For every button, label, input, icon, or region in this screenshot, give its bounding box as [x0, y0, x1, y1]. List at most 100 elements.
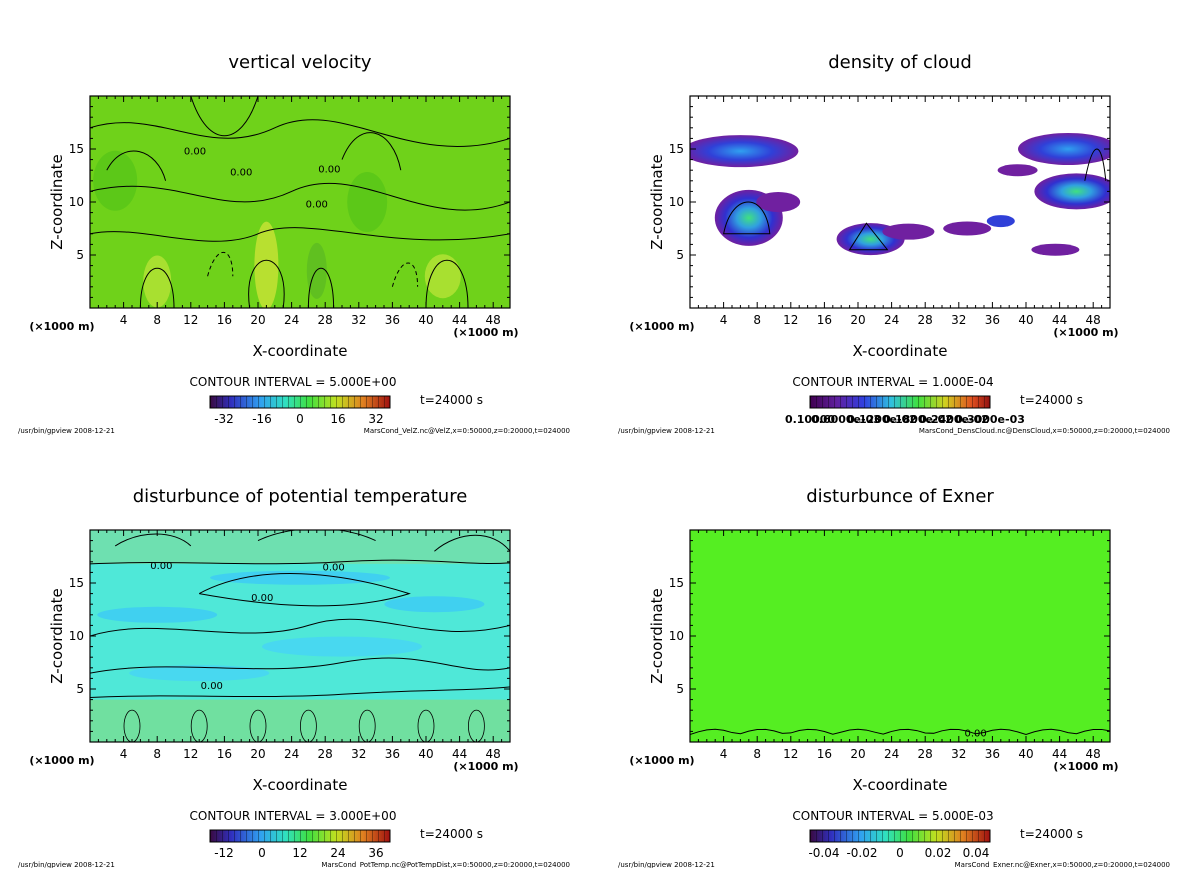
cloud-region: [943, 221, 992, 236]
cloud-region: [690, 135, 799, 168]
plot-field: [690, 96, 1110, 308]
x-axis: 4 8 12 16 20 24 28 32 36 40 44 48: [697, 96, 1103, 327]
contour-line: [106, 150, 167, 181]
colorbar-label: -16: [252, 412, 272, 426]
x-tick-label: 44: [452, 313, 467, 327]
x-axis: 4 8 12 16 20 24 28 32 36 40 44 48: [97, 530, 503, 761]
y-tick-label: 10: [669, 195, 684, 209]
velocity-region: [424, 254, 461, 299]
colorbar-label: -32: [214, 412, 234, 426]
x-unit-right: (×1000 m): [453, 326, 518, 339]
y-tick-label: 15: [69, 142, 84, 156]
contour-line: [90, 686, 510, 698]
colorbar-divisions: [210, 830, 390, 842]
contour-label: 0.00: [322, 562, 344, 573]
plot-field: 0.00 0.00 0.00 0.00: [90, 530, 510, 742]
x-tick-label: 40: [1018, 313, 1033, 327]
colorbar-label: -12: [214, 846, 234, 860]
x-tick-label: 8: [753, 747, 761, 761]
x-tick-label: 36: [985, 313, 1000, 327]
contour-line: [722, 201, 771, 235]
cloud-region: [1034, 173, 1110, 210]
contour-interval-label: CONTOUR INTERVAL = 3.000E+00: [190, 809, 397, 823]
panel-3: disturbunce of potential temperature 0.00…: [18, 486, 570, 869]
colorbar-divisions: [810, 396, 990, 408]
contour-line: [307, 267, 335, 308]
y-tick-label: 15: [69, 576, 84, 590]
temperature-region: [262, 636, 422, 657]
contour-line: [90, 559, 510, 565]
x-tick-label: 44: [1052, 313, 1067, 327]
contour-line: [198, 573, 411, 607]
x-tick-label: 12: [183, 313, 198, 327]
y-tick-label: 5: [676, 682, 684, 696]
cloud-region: [756, 192, 801, 212]
contour-line: [341, 132, 402, 171]
footer-right: MarsCond_PotTemp.nc@PotTempDist,x=0:5000…: [321, 861, 570, 868]
colorbar-divisions: [810, 830, 990, 842]
x-tick-label: 28: [318, 747, 333, 761]
x-tick-label: 44: [452, 747, 467, 761]
contour-line: [114, 533, 192, 547]
plot-field: 0.00 0.00 0.00 0.00: [90, 96, 510, 308]
x-tick-label: 32: [951, 747, 966, 761]
colorbar-label: 0.6000e-03: [811, 413, 881, 426]
colorbar-label: 0.3000e-03: [955, 413, 1025, 426]
chart-title: vertical velocity: [228, 52, 372, 73]
contour-label: 0.00: [318, 164, 340, 175]
colorbar-label: 0.2400e-02: [919, 413, 989, 426]
contour-label: 0.00: [201, 681, 223, 692]
x-tick-label: 36: [385, 313, 400, 327]
colorbar: 0.100000.6000e-030.1200e-020.1800e-020.2…: [785, 395, 1025, 426]
velocity-region: [93, 150, 138, 211]
x-tick-label: 20: [850, 747, 865, 761]
temperature-band-top: [90, 530, 510, 564]
y-axis: 5 10 15: [669, 540, 1110, 732]
contour-line: [190, 709, 208, 742]
chart-title: density of cloud: [828, 52, 972, 73]
cloud-region: [986, 215, 1015, 228]
contour-line: [90, 618, 510, 637]
contour-line: [257, 530, 376, 542]
x-tick-label: 4: [120, 313, 128, 327]
x-unit-right: (×1000 m): [1053, 760, 1118, 773]
contour-line: [358, 709, 376, 742]
x-axis: 4 8 12 16 20 24 28 32 36 40 44 48: [697, 530, 1103, 761]
temperature-region: [210, 570, 390, 585]
x-tick-label: 48: [1086, 747, 1101, 761]
x-tick-label: 36: [985, 747, 1000, 761]
contour-interval-label: CONTOUR INTERVAL = 1.000E-04: [792, 375, 993, 389]
x-tick-label: 40: [418, 747, 433, 761]
x-unit-left: (×1000 m): [29, 320, 94, 333]
x-tick-label: 12: [783, 747, 798, 761]
y-axis-label: Z-coordinate: [648, 154, 666, 249]
velocity-region: [254, 221, 279, 308]
temperature-region: [384, 596, 485, 613]
x-tick-label: 4: [720, 747, 728, 761]
y-axis-label: Z-coordinate: [648, 588, 666, 683]
contour-line: [90, 119, 510, 147]
x-tick-label: 36: [385, 747, 400, 761]
y-axis: 5 10 15: [669, 106, 1110, 298]
y-axis: 5 10 15: [69, 106, 510, 298]
y-tick-label: 5: [76, 248, 84, 262]
contour-line: [249, 709, 267, 742]
footer-left: /usr/bin/gpview 2008-12-21: [618, 861, 715, 868]
contour-label: 0.00: [964, 729, 986, 740]
plot-background: [690, 530, 1110, 742]
velocity-region: [347, 172, 388, 232]
contour-line: [425, 259, 469, 308]
colorbar-label: 0.02: [925, 846, 952, 860]
x-tick-label: 4: [120, 747, 128, 761]
x-tick-label: 8: [153, 313, 161, 327]
footer-right: MarsCond_DensCloud.nc@DensCloud,x=0:5000…: [919, 427, 1170, 435]
colorbar-label: 0: [258, 846, 266, 860]
y-tick-label: 10: [69, 629, 84, 643]
velocity-region: [306, 242, 327, 299]
contour-line: [248, 259, 285, 308]
x-tick-label: 8: [753, 313, 761, 327]
y-axis: 5 10 15: [69, 540, 510, 732]
negative-contour-line: [207, 251, 234, 277]
